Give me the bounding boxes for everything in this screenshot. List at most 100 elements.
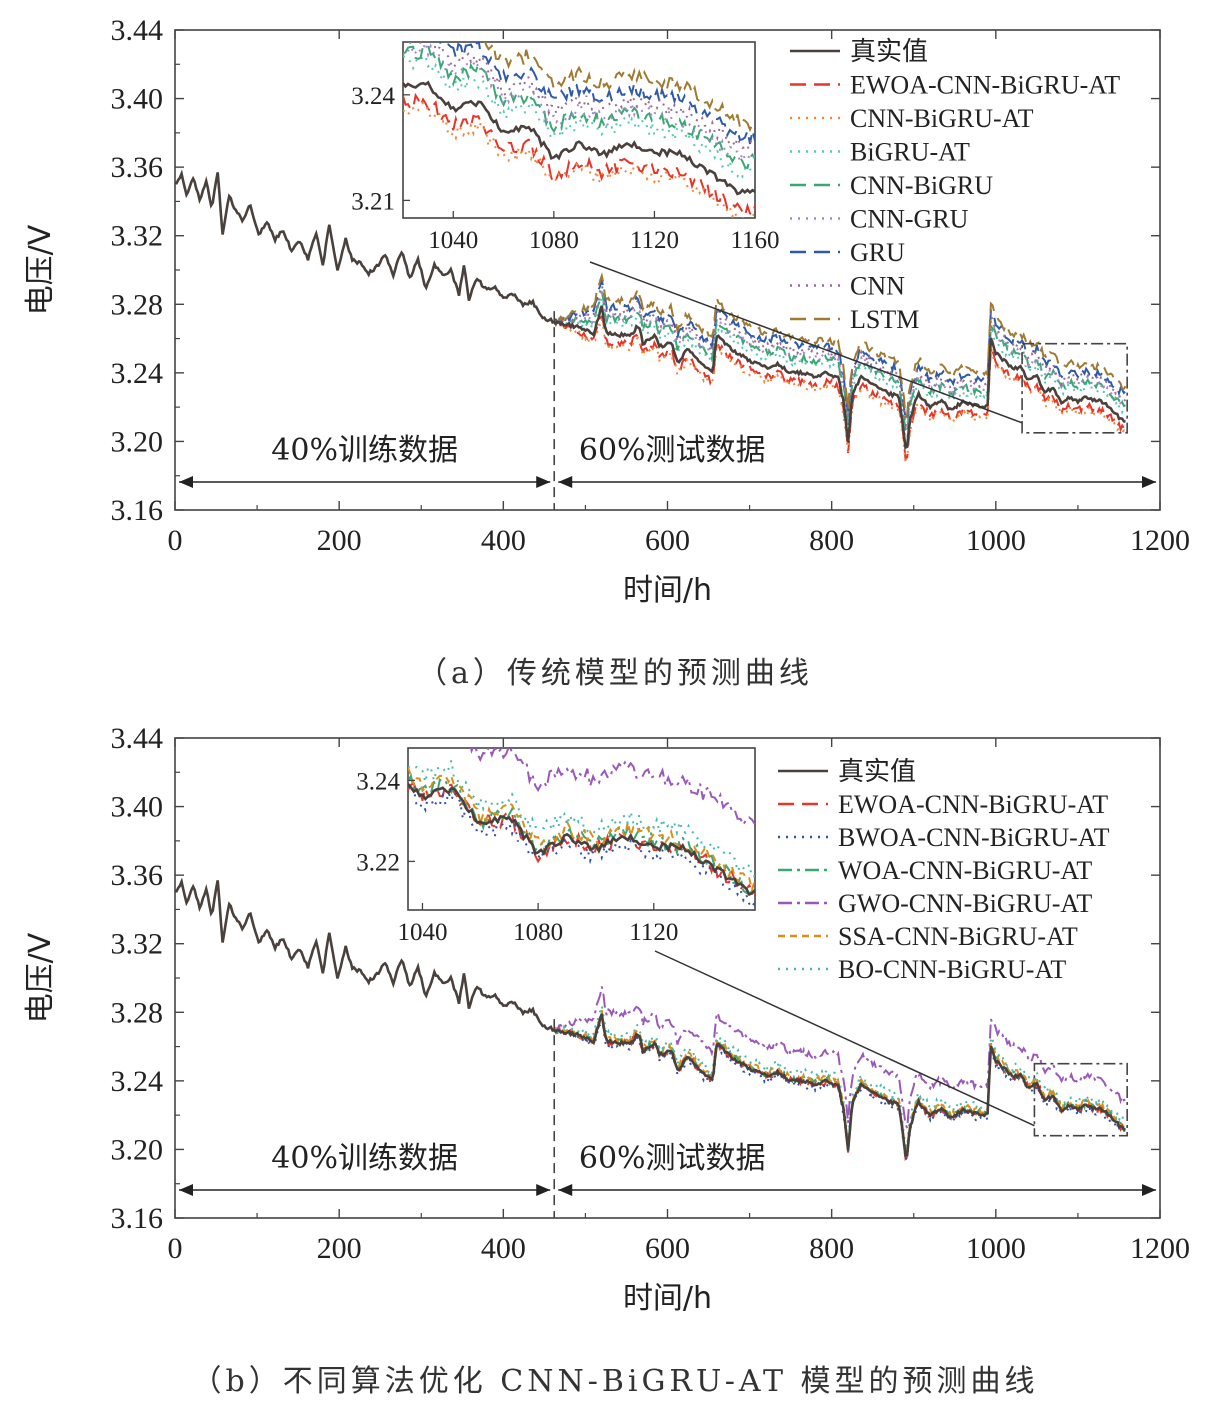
x-axis-label: 时间/h xyxy=(623,1281,712,1316)
legend-label: WOA-CNN-BiGRU-AT xyxy=(838,856,1092,885)
x-tick-label: 600 xyxy=(645,1232,690,1265)
caption-b: （b）不同算法优化 CNN-BiGRU-AT 模型的预测曲线 xyxy=(191,1364,1039,1399)
inset-series-line xyxy=(470,748,755,827)
y-tick-label: 3.44 xyxy=(111,722,164,755)
x-tick-label: 600 xyxy=(645,524,690,557)
chart-panel-b: 3.16 3.20 3.24 3.28 3.32 3.36 3.40 3.44 0 200 400 6… xyxy=(0,708,1230,1328)
zoom-connector-line xyxy=(589,261,1023,424)
y-tick-label: 3.20 xyxy=(111,1133,164,1166)
inset-y-tick-label: 3.24 xyxy=(351,83,395,110)
inset-series-line xyxy=(406,42,755,152)
legend-label: BWOA-CNN-BiGRU-AT xyxy=(838,823,1110,852)
inset-x-tick-label: 1040 xyxy=(397,919,447,946)
y-tick-label: 3.36 xyxy=(111,151,164,184)
inset-x-tick-label: 1160 xyxy=(730,227,779,254)
x-tick-label: 200 xyxy=(317,524,362,557)
arrow-head xyxy=(179,476,193,488)
arrow-head xyxy=(1142,476,1156,488)
x-tick-label: 1200 xyxy=(1130,524,1190,557)
y-tick-label: 3.44 xyxy=(111,14,164,47)
legend-label: LSTM xyxy=(850,305,919,334)
x-axis-label: 时间/h xyxy=(623,573,712,608)
x-tick-label: 400 xyxy=(481,1232,526,1265)
arrow-head xyxy=(1142,1184,1156,1196)
inset-series-line xyxy=(439,42,755,145)
legend-label: CNN-BiGRU xyxy=(850,171,993,200)
y-tick-label: 3.36 xyxy=(111,859,164,892)
y-tick-label: 3.28 xyxy=(111,996,164,1029)
inset-frame xyxy=(407,747,756,911)
x-tick-label: 800 xyxy=(809,524,854,557)
series-line-lstm xyxy=(554,271,1127,420)
test-data-label: 60%测试数据 xyxy=(579,433,766,468)
y-tick-label: 3.24 xyxy=(111,1065,164,1098)
y-tick-label: 3.24 xyxy=(111,357,164,390)
chart-a: 3.16 3.20 3.24 3.28 3.32 3.36 3.40 3.44 0 200 400 6… xyxy=(23,14,1190,608)
y-tick-label: 3.32 xyxy=(111,928,164,961)
arrow-head xyxy=(536,476,551,488)
inset-x-tick-label: 1080 xyxy=(529,227,579,254)
arrow-head xyxy=(558,476,573,488)
inset-series-line xyxy=(403,54,755,179)
inset-x-tick-label: 1120 xyxy=(629,919,678,946)
inset-true-line xyxy=(403,80,755,196)
zoom-connector-line xyxy=(654,950,1035,1127)
series-line-gwo-cnn-bigru-at xyxy=(553,986,1126,1129)
chart-b: 3.16 3.20 3.24 3.28 3.32 3.36 3.40 3.44 0 200 400 6… xyxy=(23,722,1190,1316)
series-line-true-value xyxy=(175,169,1126,450)
x-tick-label: 0 xyxy=(168,524,183,557)
legend-label: EWOA-CNN-BiGRU-AT xyxy=(850,71,1120,100)
series-line-cnn-bigru xyxy=(553,291,1126,435)
legend-label: SSA-CNN-BiGRU-AT xyxy=(838,922,1078,951)
y-tick-label: 3.16 xyxy=(111,494,164,527)
x-tick-label: 800 xyxy=(809,1232,854,1265)
x-tick-label: 1200 xyxy=(1130,1232,1190,1265)
legend-label: CNN-GRU xyxy=(850,205,969,234)
inset-series-line xyxy=(408,760,755,879)
y-axis-label: 电压/V xyxy=(23,932,58,1023)
train-data-label: 40%训练数据 xyxy=(271,1141,458,1176)
legend-label: 真实值 xyxy=(838,757,916,786)
caption-a: （a）传统模型的预测曲线 xyxy=(417,656,813,691)
inset-series-line xyxy=(448,42,755,133)
inset-true-line xyxy=(408,783,755,896)
inset-x-tick-label: 1080 xyxy=(513,919,563,946)
legend-label: CNN-BiGRU-AT xyxy=(850,104,1034,133)
inset-series-line xyxy=(403,92,755,218)
inset-y-tick-label: 3.21 xyxy=(351,188,395,215)
x-tick-label: 400 xyxy=(481,524,526,557)
arrow-head xyxy=(536,1184,551,1196)
series-line-true-value xyxy=(175,877,1126,1158)
chart-panel-a: 3.16 3.20 3.24 3.28 3.32 3.36 3.40 3.44 0 200 400 6… xyxy=(0,0,1230,620)
y-axis-label: 电压/V xyxy=(23,224,58,315)
y-tick-label: 3.32 xyxy=(111,220,164,253)
y-tick-label: 3.40 xyxy=(111,791,164,824)
series-line-bo-cnn-bigru-at xyxy=(553,1005,1127,1151)
legend-label: BiGRU-AT xyxy=(850,138,970,167)
legend-label: BO-CNN-BiGRU-AT xyxy=(838,955,1066,984)
x-tick-label: 200 xyxy=(317,1232,362,1265)
train-data-label: 40%训练数据 xyxy=(271,433,458,468)
inset-series-line xyxy=(408,767,755,894)
series-line-ssa-cnn-bigru-at xyxy=(553,1009,1127,1151)
y-tick-label: 3.16 xyxy=(111,1202,164,1235)
legend-label: CNN xyxy=(850,272,905,301)
y-tick-label: 3.20 xyxy=(111,425,164,458)
inset-x-tick-label: 1040 xyxy=(428,227,478,254)
inset-series-line xyxy=(403,42,755,166)
legend-label: EWOA-CNN-BiGRU-AT xyxy=(838,790,1108,819)
inset-series-line xyxy=(403,101,755,218)
test-data-label: 60%测试数据 xyxy=(579,1141,766,1176)
y-tick-label: 3.40 xyxy=(111,83,164,116)
x-tick-label: 0 xyxy=(168,1232,183,1265)
inset-y-tick-label: 3.24 xyxy=(356,768,400,795)
inset-y-tick-label: 3.22 xyxy=(356,849,400,876)
arrow-head xyxy=(558,1184,573,1196)
legend-label: 真实值 xyxy=(850,37,928,66)
zoom-region-box xyxy=(1033,1062,1128,1137)
x-tick-label: 1000 xyxy=(966,524,1026,557)
x-tick-label: 1000 xyxy=(966,1232,1026,1265)
inset-x-tick-label: 1120 xyxy=(630,227,679,254)
zoom-region-box xyxy=(1021,342,1128,434)
legend-label: GWO-CNN-BiGRU-AT xyxy=(838,889,1092,918)
